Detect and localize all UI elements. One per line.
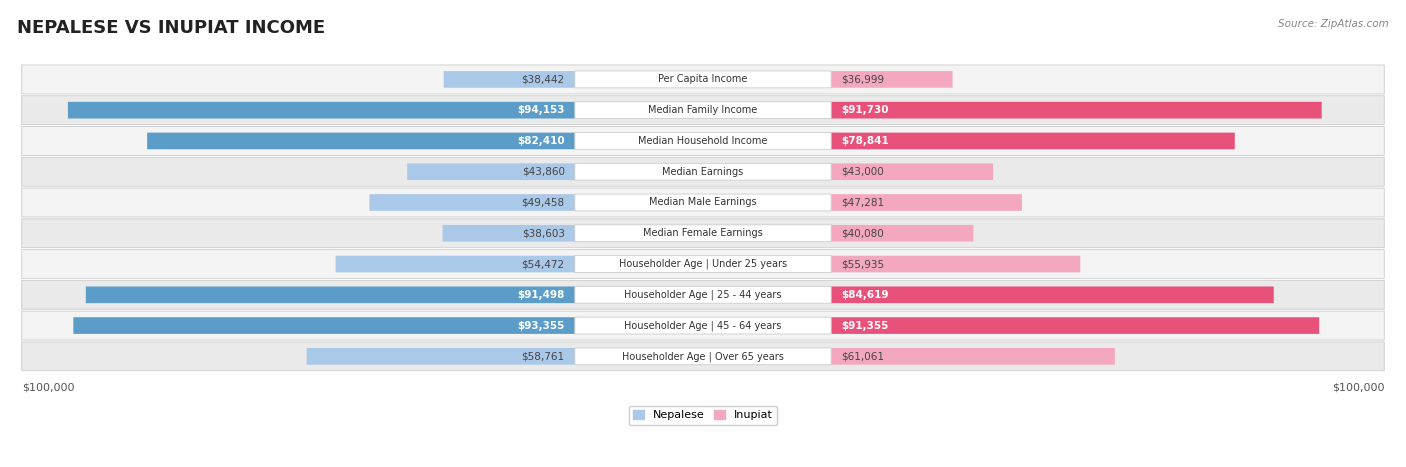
Text: $82,410: $82,410 xyxy=(517,136,565,146)
FancyBboxPatch shape xyxy=(831,133,1234,149)
Text: $55,935: $55,935 xyxy=(841,259,884,269)
FancyBboxPatch shape xyxy=(575,71,831,88)
Text: Source: ZipAtlas.com: Source: ZipAtlas.com xyxy=(1278,19,1389,28)
Text: Per Capita Income: Per Capita Income xyxy=(658,74,748,85)
FancyBboxPatch shape xyxy=(444,71,575,88)
Text: $40,080: $40,080 xyxy=(841,228,884,238)
FancyBboxPatch shape xyxy=(21,249,1385,278)
FancyBboxPatch shape xyxy=(21,311,1385,340)
Text: NEPALESE VS INUPIAT INCOME: NEPALESE VS INUPIAT INCOME xyxy=(17,19,325,37)
Text: Median Household Income: Median Household Income xyxy=(638,136,768,146)
Text: Median Female Earnings: Median Female Earnings xyxy=(643,228,763,238)
FancyBboxPatch shape xyxy=(575,317,831,334)
FancyBboxPatch shape xyxy=(831,317,1319,334)
FancyBboxPatch shape xyxy=(575,348,831,365)
FancyBboxPatch shape xyxy=(831,71,952,88)
Text: Householder Age | 45 - 64 years: Householder Age | 45 - 64 years xyxy=(624,320,782,331)
FancyBboxPatch shape xyxy=(21,188,1385,217)
Text: $38,603: $38,603 xyxy=(522,228,565,238)
FancyBboxPatch shape xyxy=(21,342,1385,371)
Text: $91,355: $91,355 xyxy=(841,320,889,331)
Text: $58,761: $58,761 xyxy=(522,351,565,361)
FancyBboxPatch shape xyxy=(73,317,575,334)
Text: $78,841: $78,841 xyxy=(841,136,889,146)
FancyBboxPatch shape xyxy=(21,65,1385,94)
Text: $91,730: $91,730 xyxy=(841,105,889,115)
FancyBboxPatch shape xyxy=(67,102,575,119)
Text: $93,355: $93,355 xyxy=(517,320,565,331)
FancyBboxPatch shape xyxy=(336,256,575,272)
FancyBboxPatch shape xyxy=(575,163,831,180)
FancyBboxPatch shape xyxy=(370,194,575,211)
FancyBboxPatch shape xyxy=(408,163,575,180)
Text: Householder Age | 25 - 44 years: Householder Age | 25 - 44 years xyxy=(624,290,782,300)
FancyBboxPatch shape xyxy=(831,194,1022,211)
Text: $100,000: $100,000 xyxy=(21,383,75,393)
FancyBboxPatch shape xyxy=(831,225,973,241)
FancyBboxPatch shape xyxy=(86,286,575,303)
FancyBboxPatch shape xyxy=(21,157,1385,186)
FancyBboxPatch shape xyxy=(443,225,575,241)
Text: Median Family Income: Median Family Income xyxy=(648,105,758,115)
FancyBboxPatch shape xyxy=(148,133,575,149)
Text: Householder Age | Over 65 years: Householder Age | Over 65 years xyxy=(621,351,785,361)
Text: $43,860: $43,860 xyxy=(522,167,565,177)
FancyBboxPatch shape xyxy=(575,133,831,149)
FancyBboxPatch shape xyxy=(575,286,831,303)
FancyBboxPatch shape xyxy=(21,127,1385,156)
FancyBboxPatch shape xyxy=(21,280,1385,309)
Text: $43,000: $43,000 xyxy=(841,167,884,177)
FancyBboxPatch shape xyxy=(831,286,1274,303)
FancyBboxPatch shape xyxy=(575,102,831,119)
Text: $94,153: $94,153 xyxy=(517,105,565,115)
Text: Householder Age | Under 25 years: Householder Age | Under 25 years xyxy=(619,259,787,269)
Text: Median Male Earnings: Median Male Earnings xyxy=(650,198,756,207)
Legend: Nepalese, Inupiat: Nepalese, Inupiat xyxy=(628,405,778,425)
FancyBboxPatch shape xyxy=(575,194,831,211)
FancyBboxPatch shape xyxy=(831,163,993,180)
Text: $91,498: $91,498 xyxy=(517,290,565,300)
FancyBboxPatch shape xyxy=(307,348,575,365)
FancyBboxPatch shape xyxy=(575,255,831,272)
Text: $100,000: $100,000 xyxy=(1331,383,1385,393)
Text: $84,619: $84,619 xyxy=(841,290,889,300)
Text: $54,472: $54,472 xyxy=(522,259,565,269)
Text: $49,458: $49,458 xyxy=(522,198,565,207)
Text: $36,999: $36,999 xyxy=(841,74,884,85)
FancyBboxPatch shape xyxy=(831,348,1115,365)
FancyBboxPatch shape xyxy=(831,102,1322,119)
FancyBboxPatch shape xyxy=(21,219,1385,248)
FancyBboxPatch shape xyxy=(21,96,1385,125)
Text: $47,281: $47,281 xyxy=(841,198,884,207)
FancyBboxPatch shape xyxy=(831,256,1080,272)
Text: Median Earnings: Median Earnings xyxy=(662,167,744,177)
Text: $38,442: $38,442 xyxy=(522,74,565,85)
FancyBboxPatch shape xyxy=(575,225,831,242)
Text: $61,061: $61,061 xyxy=(841,351,884,361)
